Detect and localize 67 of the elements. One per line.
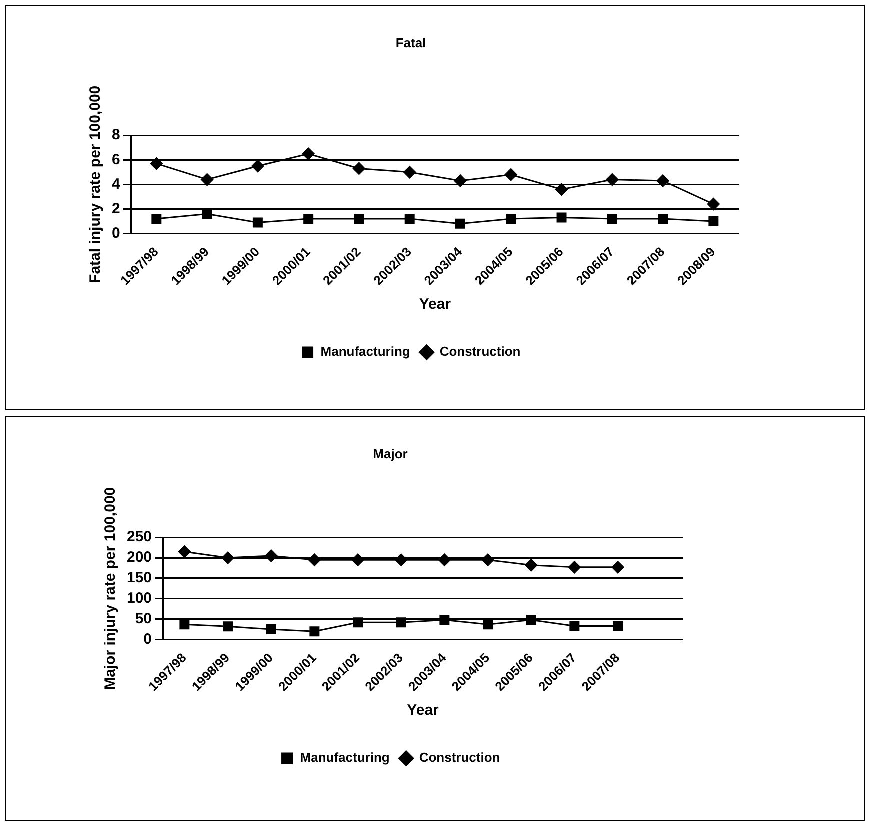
legend-label: Manufacturing bbox=[320, 344, 410, 360]
point bbox=[395, 554, 408, 566]
y-axis-title: Major injury rate per 100,000 bbox=[102, 487, 120, 690]
point bbox=[570, 621, 580, 632]
point bbox=[354, 214, 364, 224]
point bbox=[658, 214, 668, 224]
point bbox=[302, 148, 315, 160]
point bbox=[707, 198, 720, 211]
point bbox=[404, 166, 416, 179]
point bbox=[152, 214, 162, 224]
point bbox=[353, 618, 364, 628]
legend-label: Construction bbox=[440, 344, 521, 360]
point bbox=[525, 559, 538, 572]
point bbox=[396, 618, 406, 628]
point bbox=[606, 174, 619, 186]
y-tick-label: 0 bbox=[112, 224, 120, 242]
legend-label: Construction bbox=[419, 750, 500, 766]
point bbox=[456, 218, 466, 229]
chart-title: Fatal bbox=[396, 35, 426, 50]
point bbox=[265, 550, 278, 562]
point bbox=[454, 174, 467, 188]
y-tick-label: 50 bbox=[135, 610, 152, 628]
point bbox=[201, 174, 214, 186]
y-tick-label: 4 bbox=[112, 176, 121, 193]
point bbox=[506, 214, 516, 224]
point bbox=[352, 554, 364, 566]
point bbox=[266, 624, 276, 635]
y-tick-label: 8 bbox=[112, 126, 120, 144]
point bbox=[482, 554, 494, 566]
y-tick-label: 6 bbox=[112, 151, 120, 168]
y-tick-label: 250 bbox=[126, 528, 152, 546]
point bbox=[656, 174, 670, 188]
point bbox=[612, 561, 624, 574]
point bbox=[202, 209, 212, 220]
point bbox=[404, 214, 415, 224]
point bbox=[252, 160, 264, 173]
y-tick-label: 100 bbox=[126, 590, 152, 608]
point bbox=[613, 621, 623, 632]
point bbox=[352, 162, 366, 175]
point bbox=[556, 212, 567, 223]
point bbox=[483, 620, 494, 630]
point bbox=[556, 183, 568, 196]
point bbox=[310, 626, 320, 637]
y-tick-label: 150 bbox=[126, 570, 152, 587]
point bbox=[180, 620, 190, 630]
point bbox=[607, 214, 618, 224]
point bbox=[252, 218, 263, 228]
point bbox=[223, 622, 234, 632]
y-axis-title: Fatal injury rate per 100,000 bbox=[87, 86, 104, 284]
point bbox=[526, 615, 536, 626]
x-axis-title: Year bbox=[419, 296, 452, 314]
legend-label: Manufacturing bbox=[300, 750, 390, 766]
y-tick-label: 2 bbox=[112, 200, 120, 218]
point bbox=[440, 615, 450, 626]
chart-title: Major bbox=[373, 446, 408, 462]
point bbox=[222, 552, 234, 564]
point bbox=[504, 168, 518, 182]
point bbox=[178, 546, 191, 558]
point bbox=[304, 214, 314, 224]
y-tick-label: 200 bbox=[126, 549, 152, 566]
x-axis-title: Year bbox=[407, 702, 440, 720]
point bbox=[308, 554, 321, 566]
point bbox=[438, 554, 451, 566]
point bbox=[708, 216, 719, 226]
y-tick-label: 0 bbox=[144, 630, 152, 648]
point bbox=[150, 158, 163, 170]
point bbox=[568, 561, 581, 574]
